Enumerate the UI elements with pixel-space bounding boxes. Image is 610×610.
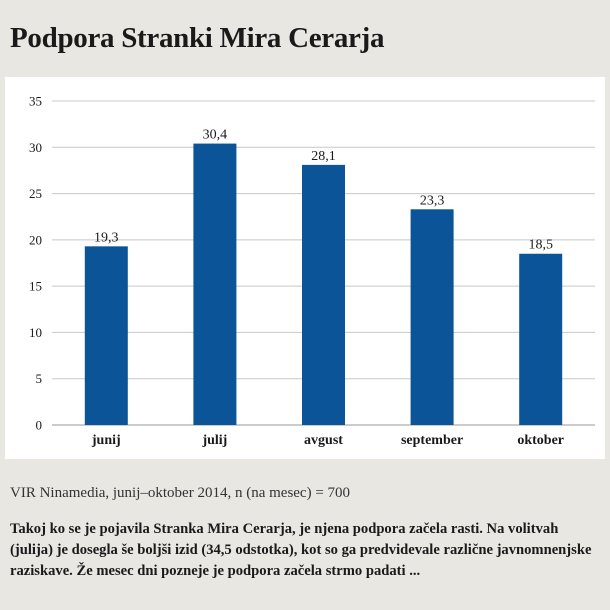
x-tick-label: avgust bbox=[304, 433, 343, 448]
data-label: 18,5 bbox=[528, 238, 553, 253]
x-tick-label: julij bbox=[201, 433, 227, 448]
chart-title: Podpora Stranki Mira Cerarja bbox=[10, 22, 385, 54]
x-tick-label: september bbox=[401, 433, 463, 448]
y-tick-label: 30 bbox=[29, 140, 42, 155]
bar bbox=[519, 253, 563, 425]
y-tick-label: 10 bbox=[29, 325, 42, 340]
bar bbox=[84, 246, 128, 425]
x-tick-label: oktober bbox=[517, 433, 564, 448]
bar bbox=[193, 143, 237, 425]
data-label: 30,4 bbox=[203, 128, 228, 143]
caption-text: Takoj ko se je pojavila Stranka Mira Cer… bbox=[10, 521, 592, 579]
bar-chart: 0 5 10 15 20 25 30 35 19,3 junij 30,4 julij 28,1 avgu… bbox=[29, 94, 595, 448]
data-label: 28,1 bbox=[311, 149, 336, 164]
x-tick-label: junij bbox=[91, 433, 121, 448]
y-tick-label: 20 bbox=[29, 232, 42, 247]
chart-panel: 0 5 10 15 20 25 30 35 19,3 junij 30,4 julij 28,1 avgu… bbox=[5, 77, 605, 459]
y-tick-label: 5 bbox=[36, 371, 43, 386]
y-tick-label: 25 bbox=[29, 186, 42, 201]
data-label: 23,3 bbox=[420, 193, 445, 208]
y-tick-label: 15 bbox=[29, 279, 42, 294]
source-note: VIR Ninamedia, junij–oktober 2014, n (na… bbox=[10, 485, 351, 501]
y-tick-label: 35 bbox=[29, 94, 42, 109]
bar bbox=[410, 209, 454, 425]
bar bbox=[302, 164, 345, 426]
y-tick-label: 0 bbox=[36, 418, 43, 433]
data-label: 19,3 bbox=[94, 230, 119, 245]
